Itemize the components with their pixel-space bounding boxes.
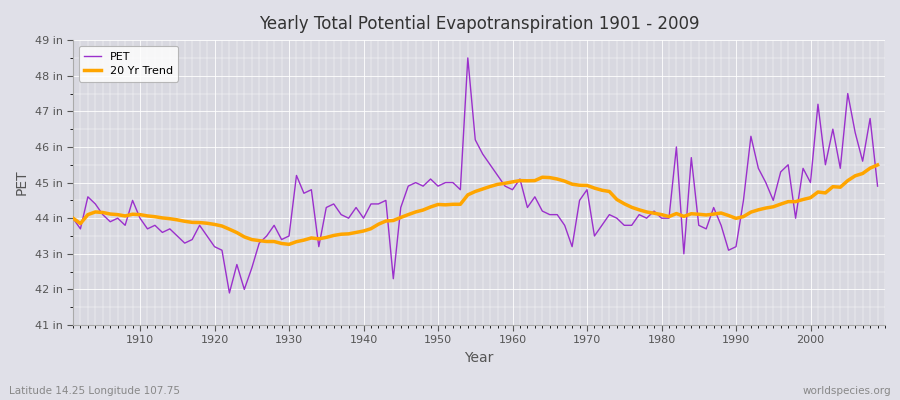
Title: Yearly Total Potential Evapotranspiration 1901 - 2009: Yearly Total Potential Evapotranspiratio… — [258, 15, 699, 33]
20 Yr Trend — [68, 216, 78, 220]
20 Yr Trend — [507, 180, 517, 184]
PET — [127, 198, 138, 203]
PET — [68, 216, 78, 220]
Legend: PET, 20 Yr Trend: PET, 20 Yr Trend — [78, 46, 178, 82]
20 Yr Trend — [872, 162, 883, 167]
20 Yr Trend — [299, 238, 310, 242]
PET — [343, 216, 354, 220]
20 Yr Trend — [343, 232, 354, 236]
PET — [224, 290, 235, 295]
X-axis label: Year: Year — [464, 351, 494, 365]
Text: Latitude 14.25 Longitude 107.75: Latitude 14.25 Longitude 107.75 — [9, 386, 180, 396]
PET — [522, 205, 533, 210]
PET — [872, 184, 883, 188]
20 Yr Trend — [515, 178, 526, 183]
Y-axis label: PET: PET — [15, 170, 29, 195]
PET — [463, 56, 473, 60]
20 Yr Trend — [604, 189, 615, 194]
20 Yr Trend — [284, 242, 294, 247]
Line: 20 Yr Trend: 20 Yr Trend — [73, 165, 878, 244]
Line: PET: PET — [73, 58, 878, 293]
PET — [515, 177, 526, 182]
Text: worldspecies.org: worldspecies.org — [803, 386, 891, 396]
PET — [611, 216, 622, 220]
20 Yr Trend — [127, 212, 138, 217]
PET — [299, 191, 310, 196]
